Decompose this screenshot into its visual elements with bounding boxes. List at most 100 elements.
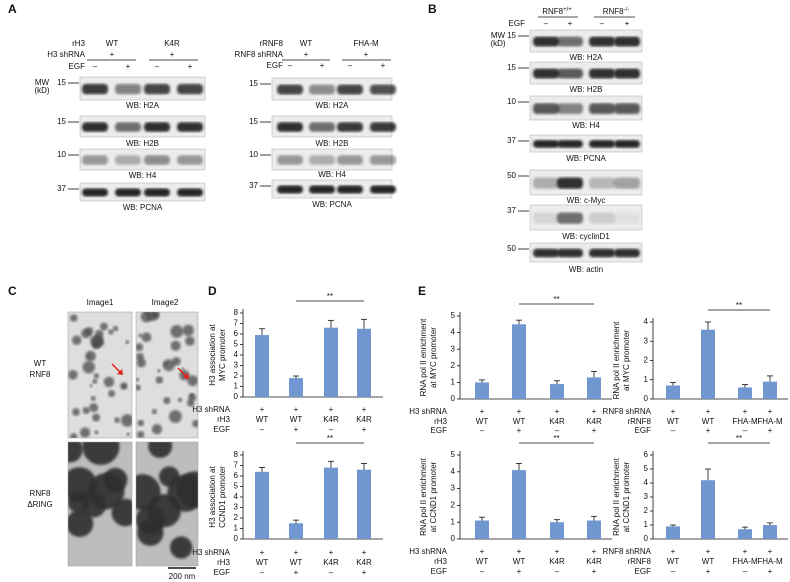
y-tick-label: 3	[451, 344, 456, 353]
bar	[324, 327, 338, 397]
em-particle	[151, 424, 163, 435]
wb-label: WB: H2A	[126, 101, 160, 110]
em-particle	[92, 341, 100, 350]
group-label: RNF8-/-	[603, 7, 630, 17]
condition-label: RNF8 shRNA	[603, 407, 652, 416]
condition-value: +	[329, 548, 334, 557]
significance-label: **	[736, 434, 742, 443]
condition-value: –	[555, 567, 560, 576]
bar	[666, 526, 680, 539]
bar	[255, 335, 269, 397]
wb-label: WB: H2A	[570, 53, 604, 62]
condition-value: WT	[513, 557, 526, 566]
bar	[738, 387, 752, 399]
em-particle	[92, 413, 101, 422]
condition-value: +	[260, 548, 265, 557]
group-label: FHA-M	[353, 39, 379, 48]
em-particle	[151, 408, 158, 415]
bar	[587, 520, 601, 539]
condition-label: EGF	[635, 426, 652, 435]
condition-value: –	[260, 568, 265, 577]
bar	[255, 471, 269, 539]
header-label: EGF	[267, 61, 284, 70]
lane-label: +	[320, 61, 325, 70]
condition-label: EGF	[431, 567, 448, 576]
blot-band	[177, 188, 203, 197]
error-bar	[361, 462, 367, 470]
y-tick-label: 6	[644, 450, 649, 459]
em-particle	[192, 419, 198, 428]
em-particle	[136, 384, 141, 391]
blot-band	[533, 212, 559, 224]
condition-label: rRNF8	[627, 417, 651, 426]
blot-band	[82, 188, 108, 197]
significance-label: **	[553, 434, 559, 443]
y-tick-label: 0	[644, 534, 649, 543]
em-frame	[135, 441, 199, 567]
blot-band	[115, 122, 141, 132]
y-tick-label: 5	[234, 340, 239, 349]
condition-value: FHA-M	[732, 417, 758, 426]
y-tick-label: 2	[644, 506, 649, 515]
y-tick-label: 1	[644, 375, 649, 384]
mw-label: 37	[57, 184, 66, 193]
error-bar	[516, 462, 522, 471]
blot-band	[557, 68, 583, 79]
bar	[512, 470, 526, 539]
group-name: RNF8	[603, 7, 624, 16]
em-particle	[155, 376, 164, 384]
y-tick-label: 1	[644, 520, 649, 529]
em-image	[136, 442, 198, 566]
em-particle	[126, 432, 130, 436]
em-particle	[148, 442, 173, 458]
condition-value: +	[706, 567, 711, 576]
condition-value: +	[517, 426, 522, 435]
blot-band	[309, 155, 335, 165]
em-particle	[136, 505, 165, 535]
bar	[763, 381, 777, 399]
y-tick-label: 8	[234, 308, 239, 317]
condition-value: K4R	[549, 557, 565, 566]
condition-value: WT	[667, 417, 680, 426]
y-tick-label: 8	[234, 450, 239, 459]
blot-band	[589, 36, 615, 47]
panel-label: A	[8, 2, 17, 16]
em-particle	[141, 332, 152, 343]
lane-label: –	[288, 61, 293, 70]
blot-band	[277, 155, 303, 165]
mw-label: 15	[249, 117, 258, 126]
y-tick-label: 0	[234, 534, 239, 543]
blot-band	[115, 155, 141, 165]
group-label: RNF8+/+	[542, 7, 572, 17]
condition-value: K4R	[323, 415, 339, 424]
y-tick-label: 0	[644, 394, 649, 403]
em-frame	[135, 311, 199, 439]
condition-value: +	[517, 407, 522, 416]
y-axis-label: at CCND1 promoter	[429, 461, 438, 532]
bar	[550, 522, 564, 539]
em-particle	[84, 327, 94, 336]
blot-membrane	[79, 76, 206, 101]
wb-label: WB: actin	[569, 265, 603, 274]
lane-label: +	[625, 19, 630, 28]
blot-band	[82, 155, 108, 165]
error-bar	[767, 375, 773, 382]
condition-value: K4R	[323, 558, 339, 567]
blot-band	[277, 122, 303, 132]
condition-label: rH3	[434, 417, 447, 426]
condition-value: WT	[702, 417, 715, 426]
condition-value: FHA-M	[757, 557, 783, 566]
condition-label: EGF	[214, 568, 231, 577]
condition-value: –	[329, 425, 334, 434]
em-particle	[120, 382, 128, 390]
wb-label: WB: PCNA	[312, 200, 352, 209]
y-axis-label: RNA pol II enrichment	[612, 321, 621, 400]
lane-label: +	[126, 62, 131, 71]
condition-value: +	[592, 407, 597, 416]
image-row-label: RNF8	[30, 489, 51, 498]
y-tick-label: 0	[451, 394, 456, 403]
y-tick-label: 3	[234, 361, 239, 370]
bar	[666, 385, 680, 399]
blot-band	[614, 140, 640, 148]
blot-band	[614, 103, 640, 114]
